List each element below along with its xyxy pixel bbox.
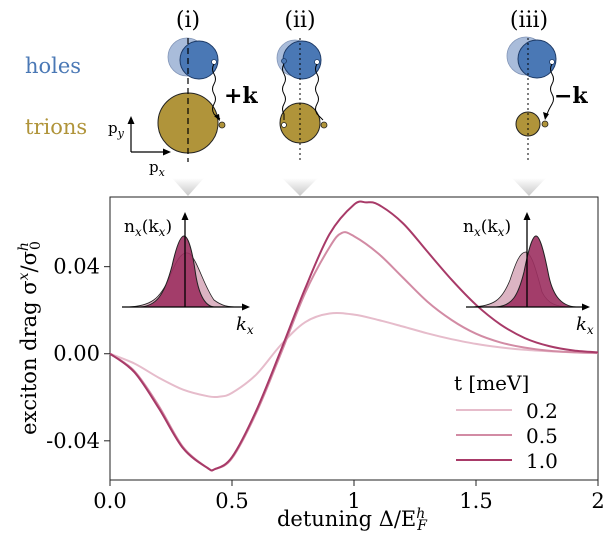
series-line-t-0.2 bbox=[109, 311, 599, 399]
panel-label-i: (i) bbox=[176, 8, 200, 33]
hole-spot bbox=[211, 59, 217, 65]
x-tick-label: 0.5 bbox=[215, 489, 248, 513]
hole-fermi-sea bbox=[517, 39, 557, 79]
exciton-wavy-line bbox=[212, 63, 221, 120]
legend-label-1.0: 1.0 bbox=[526, 449, 558, 473]
py-axis-label: py bbox=[108, 119, 125, 140]
hole-spot-right bbox=[314, 59, 320, 65]
momentum-label-i: +k bbox=[224, 83, 258, 109]
hole-fermi-sea bbox=[179, 40, 219, 80]
x-tick-label: 2 bbox=[591, 489, 603, 513]
funnel-ii bbox=[282, 178, 318, 196]
panel-label-ii: (ii) bbox=[284, 8, 315, 33]
legend-label-0.5: 0.5 bbox=[526, 424, 558, 448]
x-tick-label: 0.0 bbox=[93, 489, 126, 513]
inset-right-narrow-curve bbox=[495, 235, 577, 308]
px-axis-label: px bbox=[149, 158, 166, 179]
legend-label-0.2: 0.2 bbox=[526, 399, 558, 423]
inset-right: nx(kx) kx bbox=[463, 212, 594, 337]
exciton-wavy-line-left bbox=[282, 63, 286, 120]
x-tick-label: 1 bbox=[347, 489, 360, 513]
y-tick-label: 0.00 bbox=[53, 342, 100, 366]
panel-label-iii: (iii) bbox=[510, 8, 548, 33]
legend-title: t [meV] bbox=[454, 371, 529, 395]
funnel-i bbox=[172, 178, 204, 196]
inset-left: nx(kx) kx bbox=[122, 212, 254, 337]
inset-left-xlabel: kx bbox=[236, 314, 254, 337]
trion-spot-white bbox=[281, 122, 287, 128]
inset-left-narrow-curve bbox=[139, 235, 215, 308]
x-axis-label: detuning Δ/Eh F bbox=[277, 506, 428, 533]
panel-ii: (ii) bbox=[276, 8, 328, 162]
panel-iii: (iii) −k bbox=[506, 8, 588, 162]
momentum-axes: py px bbox=[108, 116, 171, 179]
momentum-label-iii: −k bbox=[554, 83, 588, 109]
y-tick-label: 0.04 bbox=[53, 255, 100, 279]
trion-spot bbox=[218, 121, 226, 129]
funnel-iii bbox=[512, 178, 546, 196]
x-tick-label: 1.5 bbox=[459, 489, 492, 513]
legend: t [meV] 0.2 0.5 1.0 bbox=[454, 371, 558, 473]
hole-spot bbox=[549, 59, 555, 65]
y-tick-label: -0.04 bbox=[46, 429, 100, 453]
trion-spot bbox=[541, 120, 549, 128]
y-axis-label: exciton drag σx/σh0 bbox=[16, 241, 44, 435]
data-curves bbox=[109, 200, 599, 472]
exciton-wavy-line bbox=[546, 63, 554, 115]
main-chart: 0.0 0.5 1 1.5 2 -0.04 0.00 0.04 exciton drag σx… bbox=[16, 196, 603, 533]
exciton-wavy-line-right bbox=[315, 63, 324, 121]
axis-ticks: 0.0 0.5 1 1.5 2 -0.04 0.00 0.04 bbox=[46, 255, 603, 513]
row-label-trions: trions bbox=[25, 115, 87, 139]
panel-i: (i) +k bbox=[157, 8, 258, 162]
schematic: holes trions py px (i) +k (ii) bbox=[25, 8, 588, 196]
trion-spot bbox=[320, 121, 328, 129]
inset-right-ylabel: nx(kx) bbox=[463, 217, 511, 239]
inset-right-xlabel: kx bbox=[576, 314, 594, 337]
hole-spot-left bbox=[281, 58, 287, 64]
series-line-t-1.0 bbox=[109, 200, 599, 472]
inset-left-ylabel: nx(kx) bbox=[124, 217, 172, 239]
row-label-holes: holes bbox=[25, 54, 81, 78]
